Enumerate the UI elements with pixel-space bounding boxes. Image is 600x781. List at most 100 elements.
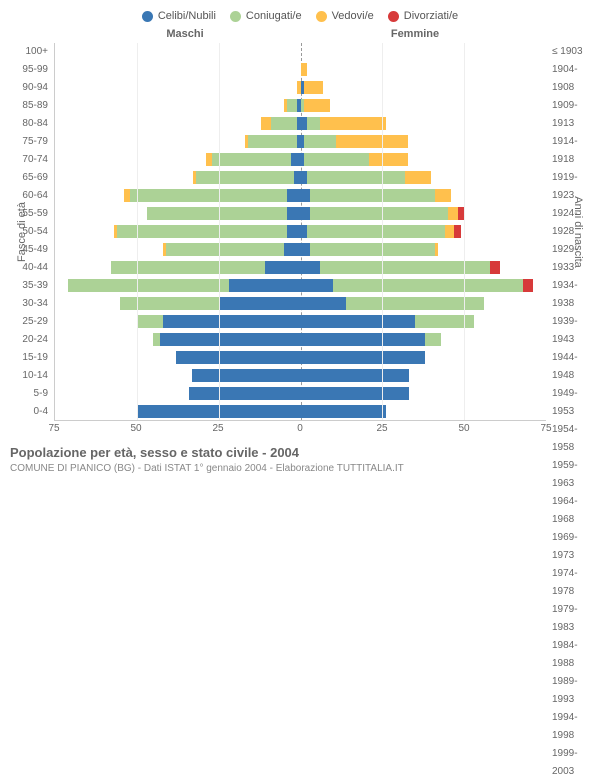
pyramid-row — [55, 151, 546, 169]
pyramid-row — [55, 115, 546, 133]
female-bar — [301, 153, 547, 166]
bar-segment — [310, 243, 434, 256]
birth-year-tick: 1949-1953 — [552, 385, 590, 421]
male-bar — [55, 261, 301, 274]
bar-segment — [301, 243, 311, 256]
bar-segment — [137, 315, 163, 328]
birth-year-tick: 1974-1978 — [552, 565, 590, 601]
pyramid-row — [55, 79, 546, 97]
bar-rows — [55, 43, 546, 420]
legend-label: Divorziati/e — [404, 10, 458, 22]
bar-segment — [265, 261, 301, 274]
grid-line — [382, 43, 383, 420]
bar-segment — [130, 189, 287, 202]
bar-segment — [304, 135, 337, 148]
grid-line — [137, 43, 138, 420]
bar-segment — [336, 135, 408, 148]
birth-year-tick: 1999-2003 — [552, 745, 590, 781]
bar-segment — [301, 333, 425, 346]
legend-label: Coniugati/e — [246, 10, 302, 22]
bar-segment — [68, 279, 228, 292]
bar-segment — [287, 207, 300, 220]
female-bar — [301, 333, 547, 346]
bar-segment — [405, 171, 431, 184]
age-tick: 95-99 — [10, 61, 48, 79]
bar-segment — [301, 63, 308, 76]
female-bar — [301, 135, 547, 148]
bar-segment — [284, 243, 300, 256]
age-tick: 15-19 — [10, 349, 48, 367]
gender-headers: Maschi Femmine — [70, 28, 530, 40]
bar-segment — [219, 297, 301, 310]
male-bar — [55, 117, 301, 130]
caption-subtitle: COMUNE DI PIANICO (BG) - Dati ISTAT 1° g… — [10, 463, 590, 474]
bar-segment — [301, 315, 416, 328]
bar-segment — [117, 225, 287, 238]
bar-segment — [435, 189, 451, 202]
birth-year-tick: 1989-1993 — [552, 673, 590, 709]
pyramid-row — [55, 330, 546, 348]
birth-year-tick: 1934-1938 — [552, 277, 590, 313]
pyramid-row — [55, 187, 546, 205]
birth-year-tick: 1984-1988 — [552, 637, 590, 673]
bar-segment — [304, 81, 324, 94]
x-tick: 50 — [458, 423, 469, 434]
bar-segment — [301, 261, 321, 274]
female-bar — [301, 405, 547, 418]
pyramid-row — [55, 133, 546, 151]
age-tick: 80-84 — [10, 115, 48, 133]
female-bar — [301, 315, 547, 328]
bar-segment — [301, 207, 311, 220]
caption: Popolazione per età, sesso e stato civil… — [10, 445, 590, 474]
birth-year-tick: 1904-1908 — [552, 61, 590, 97]
x-axis: 7550250255075 — [54, 423, 546, 437]
age-tick: 90-94 — [10, 79, 48, 97]
age-tick: 65-69 — [10, 169, 48, 187]
plot-area — [54, 43, 546, 421]
bar-segment — [307, 171, 405, 184]
female-bar — [301, 369, 547, 382]
female-bar — [301, 81, 547, 94]
male-bar — [55, 351, 301, 364]
male-bar — [55, 315, 301, 328]
bar-segment — [196, 171, 294, 184]
male-bar — [55, 99, 301, 112]
bar-segment — [163, 315, 300, 328]
age-tick: 5-9 — [10, 385, 48, 403]
pyramid-row — [55, 205, 546, 223]
bar-segment — [458, 207, 465, 220]
male-bar — [55, 279, 301, 292]
female-bar — [301, 207, 547, 220]
bar-segment — [448, 207, 458, 220]
female-bar — [301, 99, 547, 112]
legend-swatch — [316, 11, 327, 22]
pyramid-row — [55, 258, 546, 276]
age-tick: 0-4 — [10, 403, 48, 421]
age-tick: 100+ — [10, 43, 48, 61]
legend-label: Celibi/Nubili — [158, 10, 216, 22]
male-bar — [55, 207, 301, 220]
male-bar — [55, 225, 301, 238]
bar-segment — [333, 279, 523, 292]
male-bar — [55, 81, 301, 94]
bar-segment — [147, 207, 288, 220]
bar-segment — [454, 225, 461, 238]
bar-segment — [307, 225, 444, 238]
bar-segment — [310, 207, 447, 220]
bar-segment — [301, 279, 334, 292]
age-tick: 35-39 — [10, 277, 48, 295]
legend-item: Vedovi/e — [316, 10, 374, 22]
pyramid-row — [55, 366, 546, 384]
bar-segment — [189, 387, 300, 400]
male-bar — [55, 405, 301, 418]
bar-segment — [229, 279, 301, 292]
bar-segment — [425, 333, 441, 346]
caption-title: Popolazione per età, sesso e stato civil… — [10, 445, 590, 460]
birth-year-tick: 1909-1913 — [552, 97, 590, 133]
legend: Celibi/Nubili Coniugati/e Vedovi/e Divorzia… — [10, 10, 590, 22]
bar-segment — [176, 351, 300, 364]
grid-line — [219, 43, 220, 420]
legend-swatch — [142, 11, 153, 22]
birth-year-tick: 1954-1958 — [552, 421, 590, 457]
y-right-title: Anni di nascita — [572, 196, 584, 268]
